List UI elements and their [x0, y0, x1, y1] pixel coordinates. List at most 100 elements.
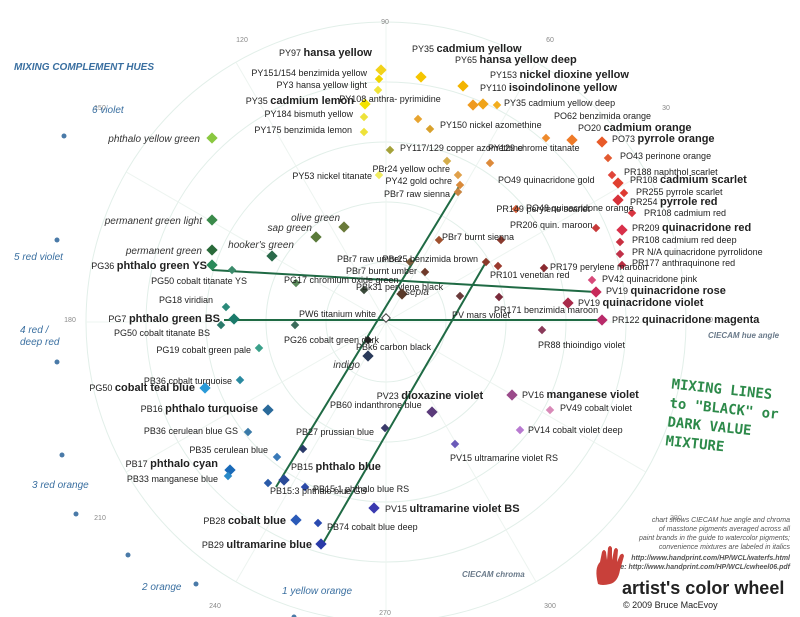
pigment-marker[interactable] [263, 478, 273, 488]
convenience-marker[interactable] [310, 231, 322, 243]
pigment-marker[interactable] [612, 177, 624, 189]
pigment-marker[interactable] [596, 136, 608, 148]
pigment-marker[interactable] [413, 114, 423, 124]
hue-marker-dot [54, 359, 60, 365]
pigment-code: PBr25 [382, 254, 410, 264]
pigment-marker[interactable] [290, 514, 302, 526]
pigment-marker[interactable] [442, 156, 452, 166]
pigment-marker[interactable] [221, 302, 231, 312]
pigment-marker[interactable] [619, 188, 629, 198]
pigment-marker[interactable] [415, 71, 427, 83]
pigment-marker[interactable] [481, 257, 491, 267]
pigment-marker[interactable] [566, 134, 578, 146]
convenience-marker[interactable] [338, 221, 350, 233]
pigment-marker[interactable] [359, 112, 369, 122]
pigment-marker[interactable] [290, 320, 300, 330]
pigment-marker[interactable] [616, 224, 628, 236]
pigment-marker[interactable] [617, 260, 627, 270]
pigment-marker[interactable] [539, 263, 549, 273]
pigment-marker[interactable] [485, 158, 495, 168]
pigment-marker[interactable] [300, 482, 310, 492]
pigment-marker[interactable] [227, 265, 237, 275]
pigment-marker[interactable] [254, 343, 264, 353]
pigment-label: PG50 cobalt teal blue [89, 382, 195, 394]
pigment-marker[interactable] [612, 194, 624, 206]
pigment-marker[interactable] [359, 285, 369, 295]
pigment-code: PB17 [126, 459, 151, 469]
pigment-marker[interactable] [493, 261, 503, 271]
pigment-marker[interactable] [477, 98, 489, 110]
pigment-marker[interactable] [315, 538, 327, 550]
pigment-label: PR209 quinacridone red [632, 222, 751, 234]
pigment-code: PBk6 [356, 342, 380, 352]
pigment-marker[interactable] [426, 406, 438, 418]
pigment-marker[interactable] [515, 425, 525, 435]
pigment-code: PB15:3 [270, 486, 302, 496]
pigment-marker[interactable] [492, 100, 502, 110]
pigment-marker[interactable] [216, 320, 226, 330]
pigment-marker[interactable] [298, 444, 308, 454]
pigment-marker[interactable] [537, 325, 547, 335]
pigment-marker[interactable] [206, 259, 218, 271]
pigment-marker[interactable] [385, 145, 395, 155]
pigment-code: PO62 [554, 111, 580, 121]
pigment-marker[interactable] [455, 291, 465, 301]
credit-link[interactable]: source: http://www.handprint.com/HP/WCL/… [601, 564, 790, 571]
pigment-marker[interactable] [380, 423, 390, 433]
pigment-marker[interactable] [545, 405, 555, 415]
pigment-marker[interactable] [596, 314, 608, 326]
pigment-marker[interactable] [506, 389, 518, 401]
pigment-marker[interactable] [615, 237, 625, 247]
pigment-marker[interactable] [363, 335, 373, 345]
pigment-marker[interactable] [368, 502, 380, 514]
pigment-marker[interactable] [420, 267, 430, 277]
pigment-marker[interactable] [262, 404, 274, 416]
pigment-marker[interactable] [291, 278, 301, 288]
pigment-code: PY35 [504, 98, 529, 108]
pigment-marker[interactable] [590, 286, 602, 298]
convenience-marker[interactable] [362, 350, 374, 362]
pigment-label: PBr7 raw sienna [384, 189, 450, 199]
pigment-marker[interactable] [425, 124, 435, 134]
pigment-marker[interactable] [228, 313, 240, 325]
pigment-marker[interactable] [450, 439, 460, 449]
pigment-code: PR108 [632, 235, 662, 245]
convenience-marker[interactable] [206, 132, 218, 144]
pigment-marker[interactable] [455, 180, 465, 190]
convenience-marker[interactable] [206, 214, 218, 226]
convenience-marker[interactable] [396, 288, 408, 300]
pigment-marker[interactable] [278, 474, 290, 486]
pigment-marker[interactable] [235, 375, 245, 385]
pigment-marker[interactable] [199, 382, 211, 394]
pigment-marker[interactable] [453, 170, 463, 180]
pigment-marker[interactable] [243, 427, 253, 437]
pigment-marker[interactable] [562, 297, 574, 309]
pigment-marker[interactable] [373, 85, 383, 95]
pigment-code: PY65 [455, 55, 480, 65]
pigment-marker[interactable] [405, 257, 415, 267]
pigment-marker[interactable] [375, 64, 387, 76]
convenience-marker[interactable] [206, 244, 218, 256]
pigment-marker[interactable] [434, 235, 444, 245]
pigment-marker[interactable] [457, 80, 469, 92]
convenience-marker[interactable] [266, 250, 278, 262]
pigment-marker[interactable] [587, 275, 597, 285]
pigment-marker[interactable] [272, 452, 282, 462]
pigment-marker[interactable] [453, 187, 463, 197]
pigment-marker[interactable] [374, 170, 384, 180]
pigment-marker[interactable] [607, 170, 617, 180]
hue-spoke [125, 321, 387, 473]
hue-angle-label: 330 [670, 515, 682, 522]
pigment-marker[interactable] [374, 74, 384, 84]
pigment-marker[interactable] [494, 292, 504, 302]
pigment-marker[interactable] [381, 313, 391, 323]
pigment-marker[interactable] [603, 153, 613, 163]
pigment-name: cerulean blue [214, 445, 268, 455]
pigment-marker[interactable] [467, 99, 479, 111]
credit-link[interactable]: http://www.handprint.com/HP/WCL/waterfs.… [631, 555, 791, 562]
pigment-marker[interactable] [359, 127, 369, 137]
pigment-marker[interactable] [496, 235, 506, 245]
pigment-marker[interactable] [313, 518, 323, 528]
pigment-marker[interactable] [223, 471, 233, 481]
pigment-marker[interactable] [591, 223, 601, 233]
